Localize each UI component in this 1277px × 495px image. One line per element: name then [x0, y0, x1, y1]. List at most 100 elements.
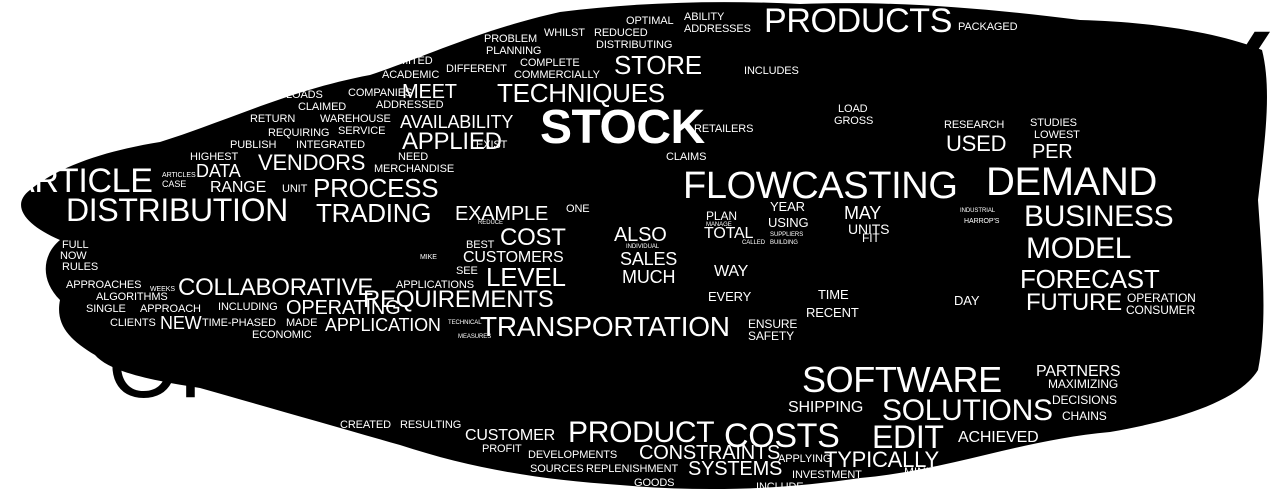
word-stock: STOCK: [540, 101, 705, 154]
word-trading: TRADING: [316, 198, 432, 228]
word-range: RANGE: [210, 179, 267, 196]
word-meet: MEET: [402, 81, 457, 103]
word-demand: DEMAND: [986, 160, 1157, 204]
word-companies: COMPANIES: [348, 87, 413, 99]
word-claimed: CLAIMED: [298, 101, 347, 113]
word-need: NEED: [398, 151, 429, 163]
word-future: FUTURE: [1026, 289, 1122, 316]
word-shipping: SHIPPING: [788, 399, 864, 416]
word-exist: EXIST: [476, 139, 508, 151]
word-individual: INDIVIDUAL: [626, 244, 660, 250]
word-techniques: TECHNIQUES: [497, 78, 665, 108]
word-manage: MANAGE: [706, 222, 732, 228]
word-much: MUCH: [622, 267, 676, 287]
word-replenishment: REPLENISHMENT: [586, 463, 679, 475]
word-forecast: FORECAST: [1020, 264, 1160, 294]
word-partners: PARTNERS: [1036, 363, 1121, 380]
word-harrop-s: HARROP'S: [964, 218, 1000, 225]
word-complete: COMPLETE: [520, 57, 580, 69]
word-cost: COST: [500, 224, 566, 251]
word-economic: ECONOMIC: [252, 329, 312, 341]
word-fit: FIT: [862, 231, 880, 245]
word-requiring: REQUIRING: [268, 127, 330, 139]
word-rules: RULES: [62, 261, 99, 273]
word-systems: SYSTEMS: [688, 458, 783, 480]
word-availability: AVAILABILITY: [400, 112, 514, 132]
word-reduced: REDUCED: [594, 27, 648, 39]
word-total: TOTAL: [704, 225, 754, 242]
word-inventory: INVENTORY: [95, 218, 450, 287]
word-safety: SAFETY: [748, 329, 794, 343]
word-edit: EDIT: [872, 419, 944, 455]
word-chain: CHAIN: [568, 176, 1029, 344]
word-applying: APPLYING: [778, 453, 832, 465]
word-includes: INCLUDES: [744, 65, 799, 77]
word-problem: PROBLEM: [484, 33, 538, 45]
word-approach: APPROACH: [140, 303, 201, 315]
word-include: INCLUDE: [756, 481, 804, 493]
word-used: USED: [946, 131, 1007, 156]
word-typically: TYPICALLY: [824, 447, 939, 472]
word-consumer: CONSUMER: [1126, 303, 1196, 317]
word-academic: ACADEMIC: [382, 69, 440, 81]
word-retail: RETAIL: [462, 136, 692, 212]
word-example: EXAMPLE: [455, 203, 549, 225]
word-requirements: REQUIREMENTS: [363, 286, 554, 313]
word-service: SERVICE: [338, 125, 386, 137]
word-supply: SUPPLY: [700, 0, 1273, 167]
word-articles: ARTICLES: [162, 172, 196, 179]
word-optimal: OPTIMAL: [626, 15, 674, 27]
word-customers: CUSTOMERS: [463, 249, 564, 266]
word-see: SEE: [456, 265, 478, 277]
word-customer: CUSTOMER: [465, 427, 555, 444]
word-flowcasting: FLOWCASTING: [683, 165, 958, 207]
word-addresses: ADDRESSES: [684, 23, 751, 35]
word-commercially: COMMERCIALLY: [514, 69, 600, 81]
word-measures: MEASURES: [458, 334, 492, 340]
word-lowest: LOWEST: [1034, 129, 1080, 141]
word-applied: APPLIED: [402, 128, 502, 155]
word-maximizing: MAXIMIZING: [1048, 377, 1119, 391]
word-gross: GROSS: [834, 115, 874, 127]
word-business: BUSINESS: [1024, 200, 1174, 233]
word-application: APPLICATION: [325, 315, 441, 335]
word-sources: SOURCES: [530, 463, 584, 475]
word-industrial: INDUSTRIAL: [960, 208, 996, 214]
word-products: PRODUCTS: [764, 2, 953, 40]
word-reduce: REDUCE: [478, 220, 503, 226]
word-store: STORE: [614, 50, 702, 80]
word-packaged: PACKAGED: [958, 21, 1018, 33]
word-manufacturing: MANUFACTURING: [783, 302, 1265, 365]
word-article: ARTICLE: [12, 162, 153, 200]
word-data: DATA: [196, 161, 241, 181]
word-collaborative: COLLABORATIVE: [178, 274, 374, 301]
word-addressed: ADDRESSED: [376, 99, 444, 111]
word-called: CALLED: [742, 240, 765, 246]
word-claims: CLAIMS: [666, 151, 707, 163]
word-approaches: APPROACHES: [66, 279, 142, 291]
word-best: BEST: [466, 239, 495, 251]
word-time: TIME: [818, 287, 849, 302]
word-units: UNITS: [848, 221, 890, 237]
word-minimizing: MINIMIZING: [904, 465, 971, 479]
word-studies: STUDIES: [1030, 117, 1077, 129]
word-recent: RECENT: [806, 305, 859, 320]
word-unit: UNIT: [282, 183, 308, 195]
word-chains: CHAINS: [1062, 409, 1107, 423]
word-algorithms: ALGORITHMS: [96, 291, 168, 303]
cloud-fill: [21, 2, 1267, 490]
word-developments: DEVELOPMENTS: [528, 449, 618, 461]
word-full: FULL: [62, 239, 89, 251]
word-optimization: OPTIMIZATION: [108, 315, 745, 417]
word-process: PROCESS: [313, 173, 439, 203]
word-level: LEVEL: [486, 262, 566, 292]
word-integrated: INTEGRATED: [296, 139, 365, 151]
word-whilst: WHILST: [544, 27, 585, 39]
word-achieved: ACHIEVED: [958, 429, 1039, 446]
word-retailers: RETAILERS: [694, 123, 754, 135]
word-technical: TECHNICAL: [448, 320, 482, 326]
word-per: PER: [1032, 141, 1073, 163]
word-model: MODEL: [1026, 232, 1132, 265]
